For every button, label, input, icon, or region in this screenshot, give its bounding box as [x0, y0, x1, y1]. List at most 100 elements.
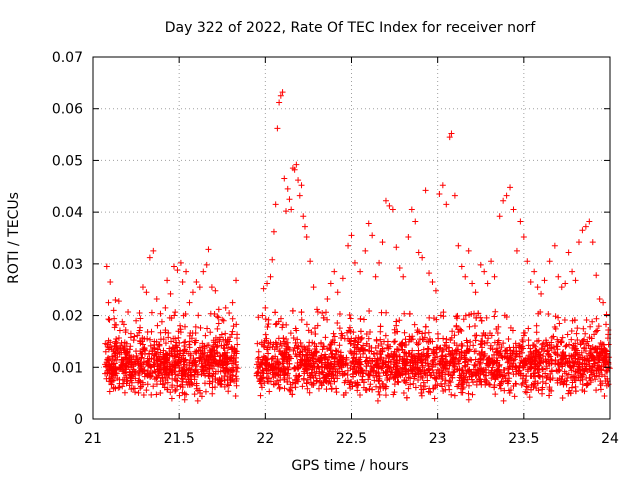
data-point [136, 377, 143, 384]
data-point [391, 374, 398, 381]
data-point [513, 364, 520, 371]
data-point [320, 343, 327, 350]
data-point [539, 384, 546, 391]
data-point [563, 342, 570, 349]
data-point [360, 350, 367, 357]
data-point [150, 383, 157, 390]
data-point [519, 337, 526, 344]
data-point [172, 309, 179, 316]
data-point [150, 247, 157, 254]
data-point [572, 355, 579, 362]
data-point [294, 345, 301, 352]
data-point [157, 389, 164, 396]
data-point [310, 352, 317, 359]
data-point [439, 369, 446, 376]
data-point [148, 328, 155, 335]
data-point [520, 358, 527, 365]
data-point [431, 374, 438, 381]
data-point [400, 273, 407, 280]
data-point [407, 381, 414, 388]
data-point [110, 307, 117, 314]
data-point [475, 371, 482, 378]
data-point [592, 376, 599, 383]
data-point [476, 378, 483, 385]
data-point [167, 290, 174, 297]
x-tick-label: 21.5 [164, 431, 195, 447]
data-point [404, 356, 411, 363]
data-point [603, 368, 610, 375]
data-point [200, 343, 207, 350]
data-point [136, 371, 143, 378]
data-point [115, 384, 122, 391]
data-point [147, 342, 154, 349]
data-point [121, 339, 128, 346]
data-point [473, 314, 480, 321]
data-point [396, 264, 403, 271]
data-point [517, 343, 524, 350]
data-point [449, 374, 456, 381]
data-point [153, 296, 160, 303]
data-point [187, 371, 194, 378]
data-point [166, 314, 173, 321]
data-point [379, 348, 386, 355]
data-point [336, 310, 343, 317]
data-point [127, 343, 134, 350]
data-point [172, 387, 179, 394]
data-point [107, 367, 114, 374]
data-point [270, 381, 277, 388]
data-point [203, 366, 210, 373]
data-point [375, 342, 382, 349]
data-point [386, 202, 393, 209]
data-point [477, 359, 484, 366]
data-point [363, 387, 370, 394]
data-point [212, 376, 219, 383]
data-point [276, 385, 283, 392]
data-point [223, 354, 230, 361]
data-point [520, 233, 527, 240]
data-point [225, 388, 232, 395]
data-point [331, 361, 338, 368]
data-point [324, 296, 331, 303]
data-point [172, 386, 179, 393]
data-point [198, 393, 205, 400]
data-point [172, 353, 179, 360]
data-point [212, 360, 219, 367]
data-point [331, 268, 338, 275]
data-point [389, 206, 396, 213]
data-point [495, 366, 502, 373]
data-point [155, 369, 162, 376]
data-point [139, 284, 146, 291]
data-point [106, 375, 113, 382]
data-point [136, 309, 143, 316]
data-point [160, 360, 167, 367]
data-point [400, 358, 407, 365]
data-point [221, 373, 228, 380]
data-point [369, 386, 376, 393]
data-point [304, 376, 311, 383]
data-point [255, 314, 262, 321]
data-point [111, 315, 118, 322]
data-point [393, 244, 400, 251]
data-point [146, 254, 153, 261]
data-point [143, 289, 150, 296]
data-point [157, 310, 164, 317]
data-point [543, 363, 550, 370]
data-point [537, 360, 544, 367]
data-point [130, 361, 137, 368]
data-point [540, 366, 547, 373]
data-point [400, 389, 407, 396]
data-point [575, 374, 582, 381]
data-point [357, 315, 364, 322]
data-point [513, 247, 520, 254]
data-point [559, 373, 566, 380]
data-point [334, 289, 341, 296]
data-point [262, 316, 269, 323]
data-point [409, 367, 416, 374]
data-point [451, 332, 458, 339]
data-point [524, 366, 531, 373]
data-point [104, 341, 111, 348]
data-point [493, 359, 500, 366]
y-tick-label: 0.05 [52, 153, 83, 169]
data-point [443, 201, 450, 208]
data-point [118, 349, 125, 356]
